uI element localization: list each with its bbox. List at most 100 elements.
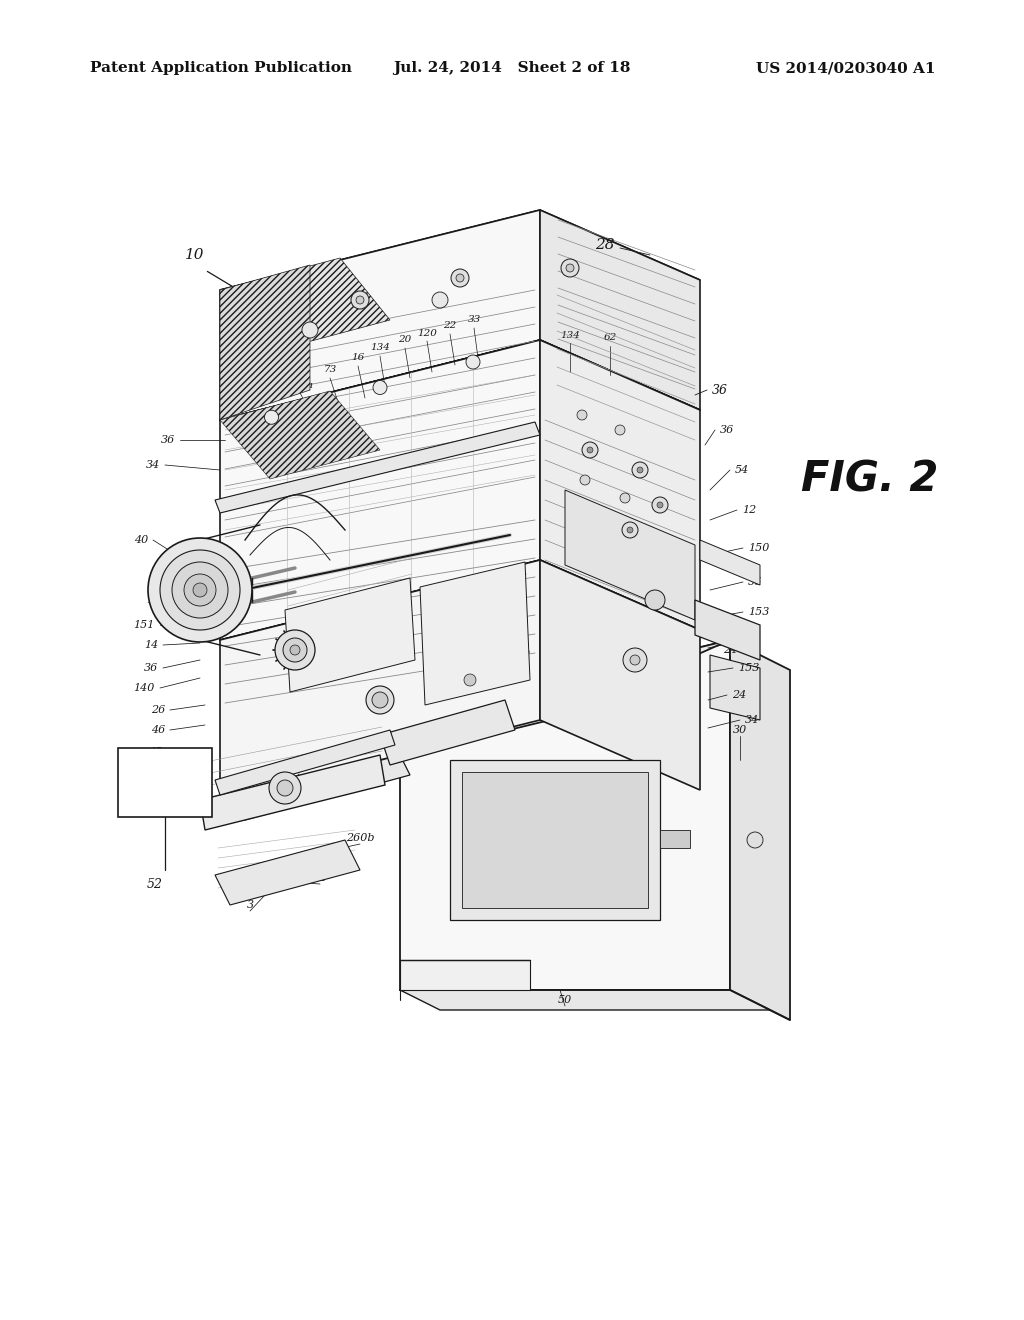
Polygon shape bbox=[220, 560, 700, 710]
Polygon shape bbox=[215, 730, 395, 795]
Polygon shape bbox=[220, 341, 540, 640]
Text: 153: 153 bbox=[748, 607, 769, 616]
Text: 42: 42 bbox=[147, 795, 162, 805]
Circle shape bbox=[356, 296, 364, 304]
Text: 260b: 260b bbox=[346, 833, 374, 843]
Circle shape bbox=[630, 655, 640, 665]
Circle shape bbox=[148, 539, 252, 642]
Polygon shape bbox=[695, 601, 760, 660]
Polygon shape bbox=[215, 840, 360, 906]
Text: 120: 120 bbox=[417, 329, 437, 338]
Text: 36: 36 bbox=[712, 384, 728, 396]
Bar bbox=[462, 772, 648, 908]
Polygon shape bbox=[540, 341, 700, 630]
Polygon shape bbox=[700, 540, 760, 585]
Circle shape bbox=[456, 275, 464, 282]
Text: 134: 134 bbox=[560, 330, 580, 339]
Circle shape bbox=[193, 583, 207, 597]
Circle shape bbox=[264, 411, 279, 424]
Text: 22: 22 bbox=[443, 322, 457, 330]
Circle shape bbox=[561, 259, 579, 277]
Bar bbox=[450, 760, 660, 920]
Text: 14: 14 bbox=[145, 595, 160, 605]
Text: 30: 30 bbox=[733, 725, 748, 735]
Circle shape bbox=[582, 442, 598, 458]
Circle shape bbox=[184, 574, 216, 606]
Text: 10: 10 bbox=[185, 248, 205, 261]
Circle shape bbox=[269, 772, 301, 804]
Circle shape bbox=[351, 290, 369, 309]
Circle shape bbox=[290, 645, 300, 655]
Text: 28: 28 bbox=[595, 238, 614, 252]
Circle shape bbox=[577, 411, 587, 420]
Circle shape bbox=[451, 269, 469, 286]
Circle shape bbox=[283, 638, 307, 663]
Text: 46: 46 bbox=[151, 725, 165, 735]
Text: FIG. 2: FIG. 2 bbox=[802, 459, 939, 502]
Polygon shape bbox=[200, 755, 385, 830]
Text: 14: 14 bbox=[143, 640, 158, 649]
Polygon shape bbox=[220, 257, 390, 352]
Polygon shape bbox=[710, 655, 760, 719]
Text: 48: 48 bbox=[473, 719, 487, 730]
Text: 151: 151 bbox=[133, 620, 155, 630]
Polygon shape bbox=[400, 990, 770, 1010]
Text: 152: 152 bbox=[450, 660, 471, 671]
Circle shape bbox=[464, 675, 476, 686]
Polygon shape bbox=[220, 341, 700, 490]
Text: 50: 50 bbox=[558, 995, 572, 1005]
Text: 33: 33 bbox=[467, 315, 480, 325]
Polygon shape bbox=[565, 490, 695, 620]
Circle shape bbox=[615, 425, 625, 436]
Text: 36: 36 bbox=[161, 436, 175, 445]
Polygon shape bbox=[220, 210, 540, 420]
Text: 140: 140 bbox=[133, 682, 155, 693]
Text: 36: 36 bbox=[720, 425, 734, 436]
Circle shape bbox=[566, 264, 574, 272]
Polygon shape bbox=[400, 640, 730, 990]
Text: 32: 32 bbox=[742, 638, 757, 647]
Text: 260a: 260a bbox=[287, 380, 313, 389]
Bar bbox=[660, 830, 690, 847]
Circle shape bbox=[458, 668, 482, 692]
Circle shape bbox=[432, 292, 449, 308]
Circle shape bbox=[623, 648, 647, 672]
Text: 45: 45 bbox=[147, 747, 162, 756]
Polygon shape bbox=[420, 562, 530, 705]
Text: 3: 3 bbox=[247, 900, 254, 909]
Polygon shape bbox=[540, 560, 700, 789]
Text: 26: 26 bbox=[151, 705, 165, 715]
Text: 24: 24 bbox=[732, 690, 746, 700]
Circle shape bbox=[632, 462, 648, 478]
Text: 34: 34 bbox=[745, 715, 759, 725]
Text: 16: 16 bbox=[351, 354, 365, 363]
Circle shape bbox=[580, 475, 590, 484]
Circle shape bbox=[657, 502, 663, 508]
Polygon shape bbox=[220, 640, 730, 800]
Text: 34: 34 bbox=[313, 873, 327, 883]
Circle shape bbox=[622, 521, 638, 539]
FancyBboxPatch shape bbox=[118, 748, 212, 817]
Circle shape bbox=[746, 832, 763, 847]
Text: 44: 44 bbox=[147, 770, 162, 780]
Text: 36: 36 bbox=[317, 855, 332, 865]
Text: 52: 52 bbox=[147, 879, 163, 891]
Text: Patent Application Publication: Patent Application Publication bbox=[90, 61, 352, 75]
Polygon shape bbox=[215, 422, 540, 513]
Circle shape bbox=[637, 467, 643, 473]
Text: 62: 62 bbox=[603, 334, 616, 342]
Polygon shape bbox=[220, 210, 700, 360]
Text: 54: 54 bbox=[735, 465, 750, 475]
Circle shape bbox=[366, 686, 394, 714]
Circle shape bbox=[652, 498, 668, 513]
Text: US 2014/0203040 A1: US 2014/0203040 A1 bbox=[756, 61, 935, 75]
Text: 73: 73 bbox=[324, 366, 337, 375]
Circle shape bbox=[620, 492, 630, 503]
Text: Jul. 24, 2014   Sheet 2 of 18: Jul. 24, 2014 Sheet 2 of 18 bbox=[393, 61, 631, 75]
Text: 142: 142 bbox=[509, 649, 530, 660]
Polygon shape bbox=[234, 755, 410, 820]
Circle shape bbox=[278, 780, 293, 796]
Circle shape bbox=[627, 527, 633, 533]
Polygon shape bbox=[730, 640, 790, 1020]
Polygon shape bbox=[285, 578, 415, 692]
